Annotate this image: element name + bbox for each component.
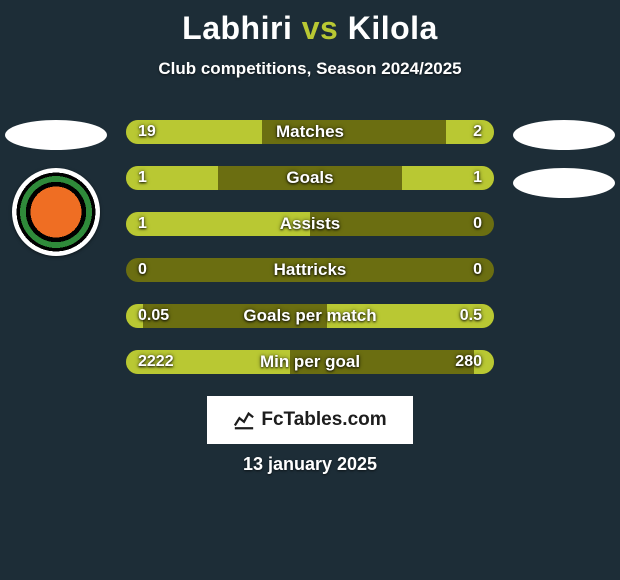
side-column-left bbox=[0, 120, 112, 256]
stat-bar-left bbox=[126, 166, 218, 190]
stat-row: 10Assists bbox=[126, 212, 494, 236]
stat-row: 2222280Min per goal bbox=[126, 350, 494, 374]
stat-row: 0 0Hattricks bbox=[126, 258, 494, 282]
club-placeholder-right bbox=[513, 168, 615, 198]
stat-row: 11Goals bbox=[126, 166, 494, 190]
title-vs: vs bbox=[302, 10, 339, 46]
stat-row: 0.050.5Goals per match bbox=[126, 304, 494, 328]
stat-bar-right bbox=[446, 120, 494, 144]
subtitle: Club competitions, Season 2024/2025 bbox=[0, 59, 620, 79]
flag-placeholder-left bbox=[5, 120, 107, 150]
title-player2: Kilola bbox=[348, 10, 438, 46]
stat-bar-left bbox=[126, 350, 290, 374]
side-column-right bbox=[508, 120, 620, 216]
stat-bar-left bbox=[126, 304, 143, 328]
stat-value-left: 0 bbox=[138, 258, 147, 282]
brand-text: FcTables.com bbox=[261, 409, 386, 431]
stat-bar-left bbox=[126, 120, 262, 144]
infographic-canvas: Labhiri vs Kilola Club competitions, Sea… bbox=[0, 0, 620, 580]
page-title: Labhiri vs Kilola bbox=[0, 0, 620, 47]
stat-row: 192Matches bbox=[126, 120, 494, 144]
branding-badge: FcTables.com bbox=[207, 396, 413, 444]
stat-value-right: 0 bbox=[473, 212, 482, 236]
stat-bar-right bbox=[327, 304, 494, 328]
title-player1: Labhiri bbox=[182, 10, 292, 46]
brand-logo-icon bbox=[233, 409, 255, 431]
flag-placeholder-right bbox=[513, 120, 615, 150]
club-logo-left bbox=[12, 168, 100, 256]
footer-date: 13 january 2025 bbox=[0, 454, 620, 475]
stat-value-right: 0 bbox=[473, 258, 482, 282]
stat-bar-right bbox=[474, 350, 494, 374]
stat-label: Hattricks bbox=[126, 258, 494, 282]
stat-bar-left bbox=[126, 212, 310, 236]
stats-area: 192Matches11Goals10Assists00Hattricks0.0… bbox=[0, 120, 620, 396]
stat-bar-right bbox=[402, 166, 494, 190]
